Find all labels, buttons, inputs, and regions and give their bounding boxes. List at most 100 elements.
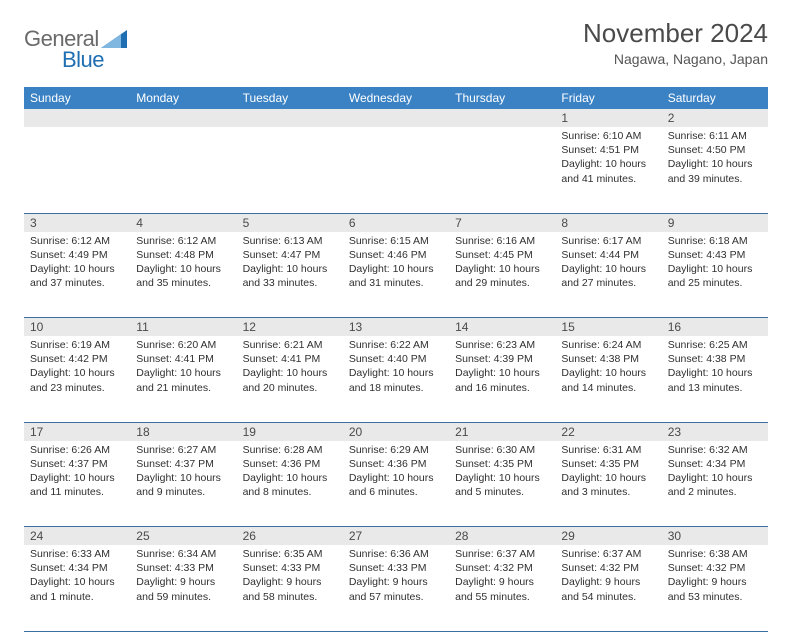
- day-details: Sunrise: 6:36 AMSunset: 4:33 PMDaylight:…: [343, 545, 449, 608]
- sunset-text: Sunset: 4:34 PM: [668, 457, 762, 471]
- day-content-cell: Sunrise: 6:28 AMSunset: 4:36 PMDaylight:…: [237, 441, 343, 527]
- sunrise-text: Sunrise: 6:28 AM: [243, 443, 337, 457]
- day-number-cell: 21: [449, 422, 555, 441]
- day-content-cell: Sunrise: 6:13 AMSunset: 4:47 PMDaylight:…: [237, 232, 343, 318]
- sunrise-text: Sunrise: 6:10 AM: [561, 129, 655, 143]
- day-content-cell: [449, 127, 555, 213]
- day-details: Sunrise: 6:33 AMSunset: 4:34 PMDaylight:…: [24, 545, 130, 608]
- sunset-text: Sunset: 4:49 PM: [30, 248, 124, 262]
- sunrise-text: Sunrise: 6:27 AM: [136, 443, 230, 457]
- day-content-row: Sunrise: 6:33 AMSunset: 4:34 PMDaylight:…: [24, 545, 768, 631]
- day-number-cell: 6: [343, 213, 449, 232]
- day-number-cell: 16: [662, 318, 768, 337]
- day-content-cell: Sunrise: 6:31 AMSunset: 4:35 PMDaylight:…: [555, 441, 661, 527]
- day-content-cell: Sunrise: 6:27 AMSunset: 4:37 PMDaylight:…: [130, 441, 236, 527]
- day-details: Sunrise: 6:12 AMSunset: 4:49 PMDaylight:…: [24, 232, 130, 295]
- day-number-cell: 11: [130, 318, 236, 337]
- sunrise-text: Sunrise: 6:35 AM: [243, 547, 337, 561]
- day-details: Sunrise: 6:28 AMSunset: 4:36 PMDaylight:…: [237, 441, 343, 504]
- sunrise-text: Sunrise: 6:19 AM: [30, 338, 124, 352]
- day-content-row: Sunrise: 6:19 AMSunset: 4:42 PMDaylight:…: [24, 336, 768, 422]
- day-content-cell: Sunrise: 6:37 AMSunset: 4:32 PMDaylight:…: [449, 545, 555, 631]
- sunrise-text: Sunrise: 6:22 AM: [349, 338, 443, 352]
- day-number-cell: 23: [662, 422, 768, 441]
- day-details: Sunrise: 6:23 AMSunset: 4:39 PMDaylight:…: [449, 336, 555, 399]
- sunrise-text: Sunrise: 6:37 AM: [561, 547, 655, 561]
- day-number-cell: 3: [24, 213, 130, 232]
- day-number-cell: 8: [555, 213, 661, 232]
- day-content-cell: Sunrise: 6:22 AMSunset: 4:40 PMDaylight:…: [343, 336, 449, 422]
- sunset-text: Sunset: 4:32 PM: [455, 561, 549, 575]
- daylight-text: Daylight: 9 hours and 54 minutes.: [561, 575, 655, 603]
- day-number-row: 17181920212223: [24, 422, 768, 441]
- weekday-header: Saturday: [662, 87, 768, 109]
- day-content-cell: Sunrise: 6:37 AMSunset: 4:32 PMDaylight:…: [555, 545, 661, 631]
- sunrise-text: Sunrise: 6:38 AM: [668, 547, 762, 561]
- day-number: 26: [237, 527, 343, 545]
- sunset-text: Sunset: 4:45 PM: [455, 248, 549, 262]
- day-content-cell: Sunrise: 6:23 AMSunset: 4:39 PMDaylight:…: [449, 336, 555, 422]
- day-details: Sunrise: 6:11 AMSunset: 4:50 PMDaylight:…: [662, 127, 768, 190]
- sunset-text: Sunset: 4:32 PM: [561, 561, 655, 575]
- day-number-cell: 17: [24, 422, 130, 441]
- day-number-cell: 12: [237, 318, 343, 337]
- day-content-row: Sunrise: 6:26 AMSunset: 4:37 PMDaylight:…: [24, 441, 768, 527]
- sunset-text: Sunset: 4:36 PM: [243, 457, 337, 471]
- day-number-cell: 24: [24, 527, 130, 546]
- sunset-text: Sunset: 4:35 PM: [455, 457, 549, 471]
- day-number: 9: [662, 214, 768, 232]
- location: Nagawa, Nagano, Japan: [583, 51, 768, 67]
- day-number: 15: [555, 318, 661, 336]
- day-content-cell: Sunrise: 6:12 AMSunset: 4:49 PMDaylight:…: [24, 232, 130, 318]
- day-content-cell: Sunrise: 6:18 AMSunset: 4:43 PMDaylight:…: [662, 232, 768, 318]
- daylight-text: Daylight: 9 hours and 58 minutes.: [243, 575, 337, 603]
- month-title: November 2024: [583, 18, 768, 49]
- day-number-cell: 13: [343, 318, 449, 337]
- sunset-text: Sunset: 4:46 PM: [349, 248, 443, 262]
- sunrise-text: Sunrise: 6:26 AM: [30, 443, 124, 457]
- daylight-text: Daylight: 10 hours and 31 minutes.: [349, 262, 443, 290]
- day-details: Sunrise: 6:34 AMSunset: 4:33 PMDaylight:…: [130, 545, 236, 608]
- day-content-cell: Sunrise: 6:12 AMSunset: 4:48 PMDaylight:…: [130, 232, 236, 318]
- day-details: Sunrise: 6:37 AMSunset: 4:32 PMDaylight:…: [555, 545, 661, 608]
- day-number-cell: 10: [24, 318, 130, 337]
- day-content-cell: Sunrise: 6:21 AMSunset: 4:41 PMDaylight:…: [237, 336, 343, 422]
- logo-triangle-icon: [101, 30, 127, 48]
- day-number: 3: [24, 214, 130, 232]
- sunset-text: Sunset: 4:33 PM: [136, 561, 230, 575]
- day-number-cell: 20: [343, 422, 449, 441]
- day-number-cell: 29: [555, 527, 661, 546]
- day-details: Sunrise: 6:10 AMSunset: 4:51 PMDaylight:…: [555, 127, 661, 190]
- day-number-cell: [343, 109, 449, 127]
- day-details: Sunrise: 6:19 AMSunset: 4:42 PMDaylight:…: [24, 336, 130, 399]
- sunrise-text: Sunrise: 6:32 AM: [668, 443, 762, 457]
- day-number: 17: [24, 423, 130, 441]
- day-content-cell: Sunrise: 6:24 AMSunset: 4:38 PMDaylight:…: [555, 336, 661, 422]
- day-number-cell: 7: [449, 213, 555, 232]
- day-number-row: 24252627282930: [24, 527, 768, 546]
- daylight-text: Daylight: 10 hours and 39 minutes.: [668, 157, 762, 185]
- daylight-text: Daylight: 9 hours and 55 minutes.: [455, 575, 549, 603]
- day-details: Sunrise: 6:31 AMSunset: 4:35 PMDaylight:…: [555, 441, 661, 504]
- day-number: 2: [662, 109, 768, 127]
- day-number: 11: [130, 318, 236, 336]
- daylight-text: Daylight: 9 hours and 57 minutes.: [349, 575, 443, 603]
- sunset-text: Sunset: 4:39 PM: [455, 352, 549, 366]
- day-number: 30: [662, 527, 768, 545]
- sunset-text: Sunset: 4:38 PM: [561, 352, 655, 366]
- day-content-cell: Sunrise: 6:32 AMSunset: 4:34 PMDaylight:…: [662, 441, 768, 527]
- day-content-cell: Sunrise: 6:16 AMSunset: 4:45 PMDaylight:…: [449, 232, 555, 318]
- daylight-text: Daylight: 10 hours and 33 minutes.: [243, 262, 337, 290]
- sunset-text: Sunset: 4:32 PM: [668, 561, 762, 575]
- day-details: Sunrise: 6:37 AMSunset: 4:32 PMDaylight:…: [449, 545, 555, 608]
- day-number-cell: [24, 109, 130, 127]
- day-number-cell: 22: [555, 422, 661, 441]
- sunrise-text: Sunrise: 6:13 AM: [243, 234, 337, 248]
- sunset-text: Sunset: 4:43 PM: [668, 248, 762, 262]
- sunrise-text: Sunrise: 6:30 AM: [455, 443, 549, 457]
- sunrise-text: Sunrise: 6:23 AM: [455, 338, 549, 352]
- calendar-table: SundayMondayTuesdayWednesdayThursdayFrid…: [24, 87, 768, 632]
- day-number-cell: 14: [449, 318, 555, 337]
- day-number: 7: [449, 214, 555, 232]
- day-content-cell: Sunrise: 6:33 AMSunset: 4:34 PMDaylight:…: [24, 545, 130, 631]
